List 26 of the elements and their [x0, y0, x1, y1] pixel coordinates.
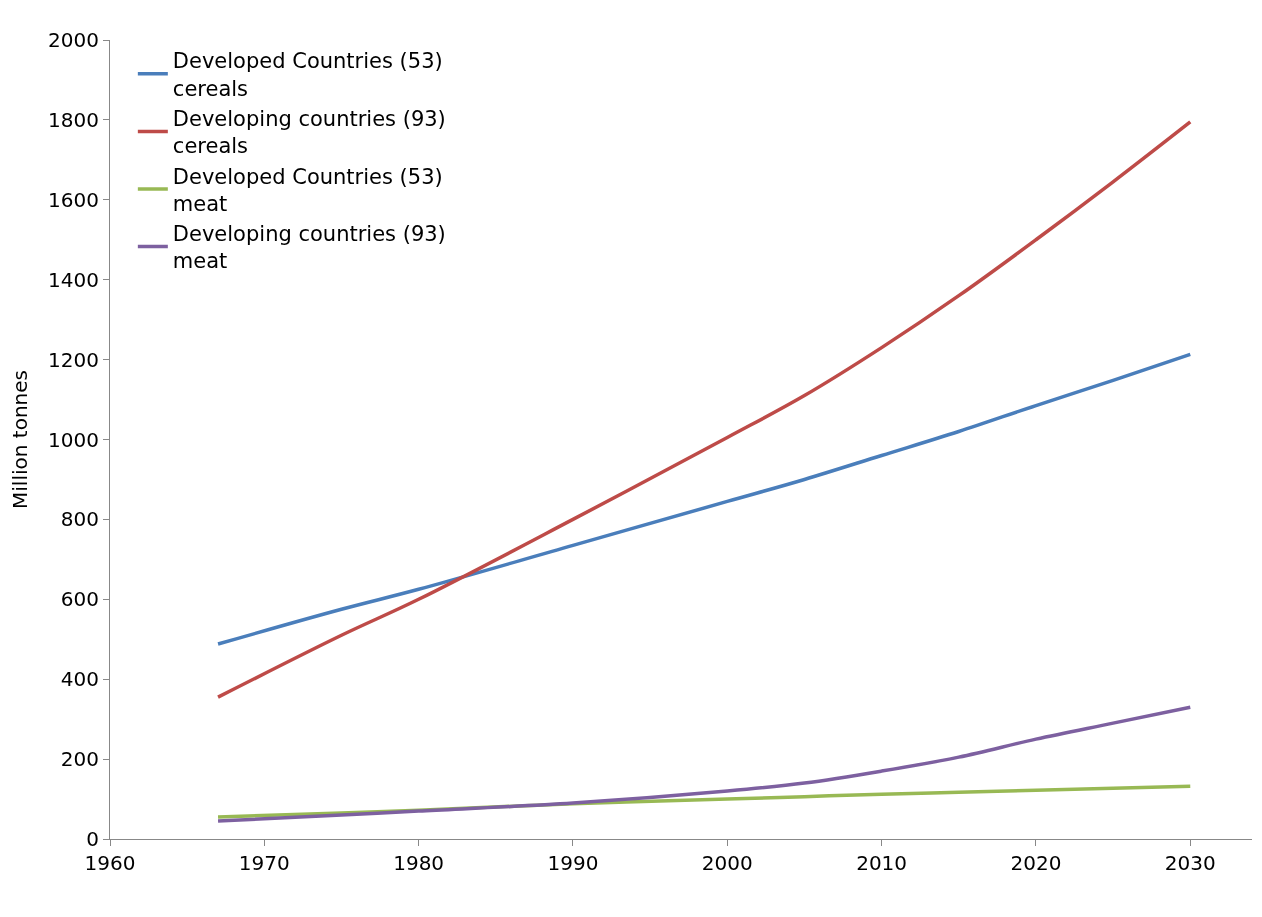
x-tick-label: 1960 — [84, 851, 136, 875]
y-tick-label: 200 — [60, 747, 99, 772]
y-tick-label: 1400 — [48, 267, 99, 292]
y-tick-label: 1000 — [48, 427, 99, 452]
x-tick-label: 1990 — [547, 851, 599, 875]
y-tick-label: 600 — [60, 587, 99, 612]
y-tick-label: 0 — [86, 827, 99, 851]
y-tick-label: 800 — [60, 507, 99, 532]
legend-label: Developed Countries (53) meat — [172, 164, 443, 216]
x-tick-label: 1970 — [238, 851, 290, 875]
y-tick-label: 400 — [60, 667, 99, 692]
line-series — [216, 705, 1193, 823]
x-tick-label: 2010 — [856, 851, 908, 875]
y-axis-title: Million tonnes — [7, 370, 32, 509]
y-tick-label: 1800 — [48, 107, 99, 132]
y-tick-label: 2000 — [48, 28, 99, 52]
y-tick-label: 1200 — [48, 347, 99, 372]
legend-label: Developed Countries (53) cereals — [172, 49, 443, 101]
x-tick-label: 2030 — [1164, 851, 1216, 875]
y-tick-label: 1600 — [48, 187, 99, 212]
x-tick-label: 1980 — [393, 851, 445, 875]
legend-label: Developing countries (93) cereals — [172, 106, 446, 159]
line-series — [216, 352, 1193, 646]
x-tick-label: 2000 — [701, 851, 753, 875]
legend-label: Developing countries (93) meat — [172, 222, 446, 274]
x-tick-label: 2020 — [1010, 851, 1062, 875]
